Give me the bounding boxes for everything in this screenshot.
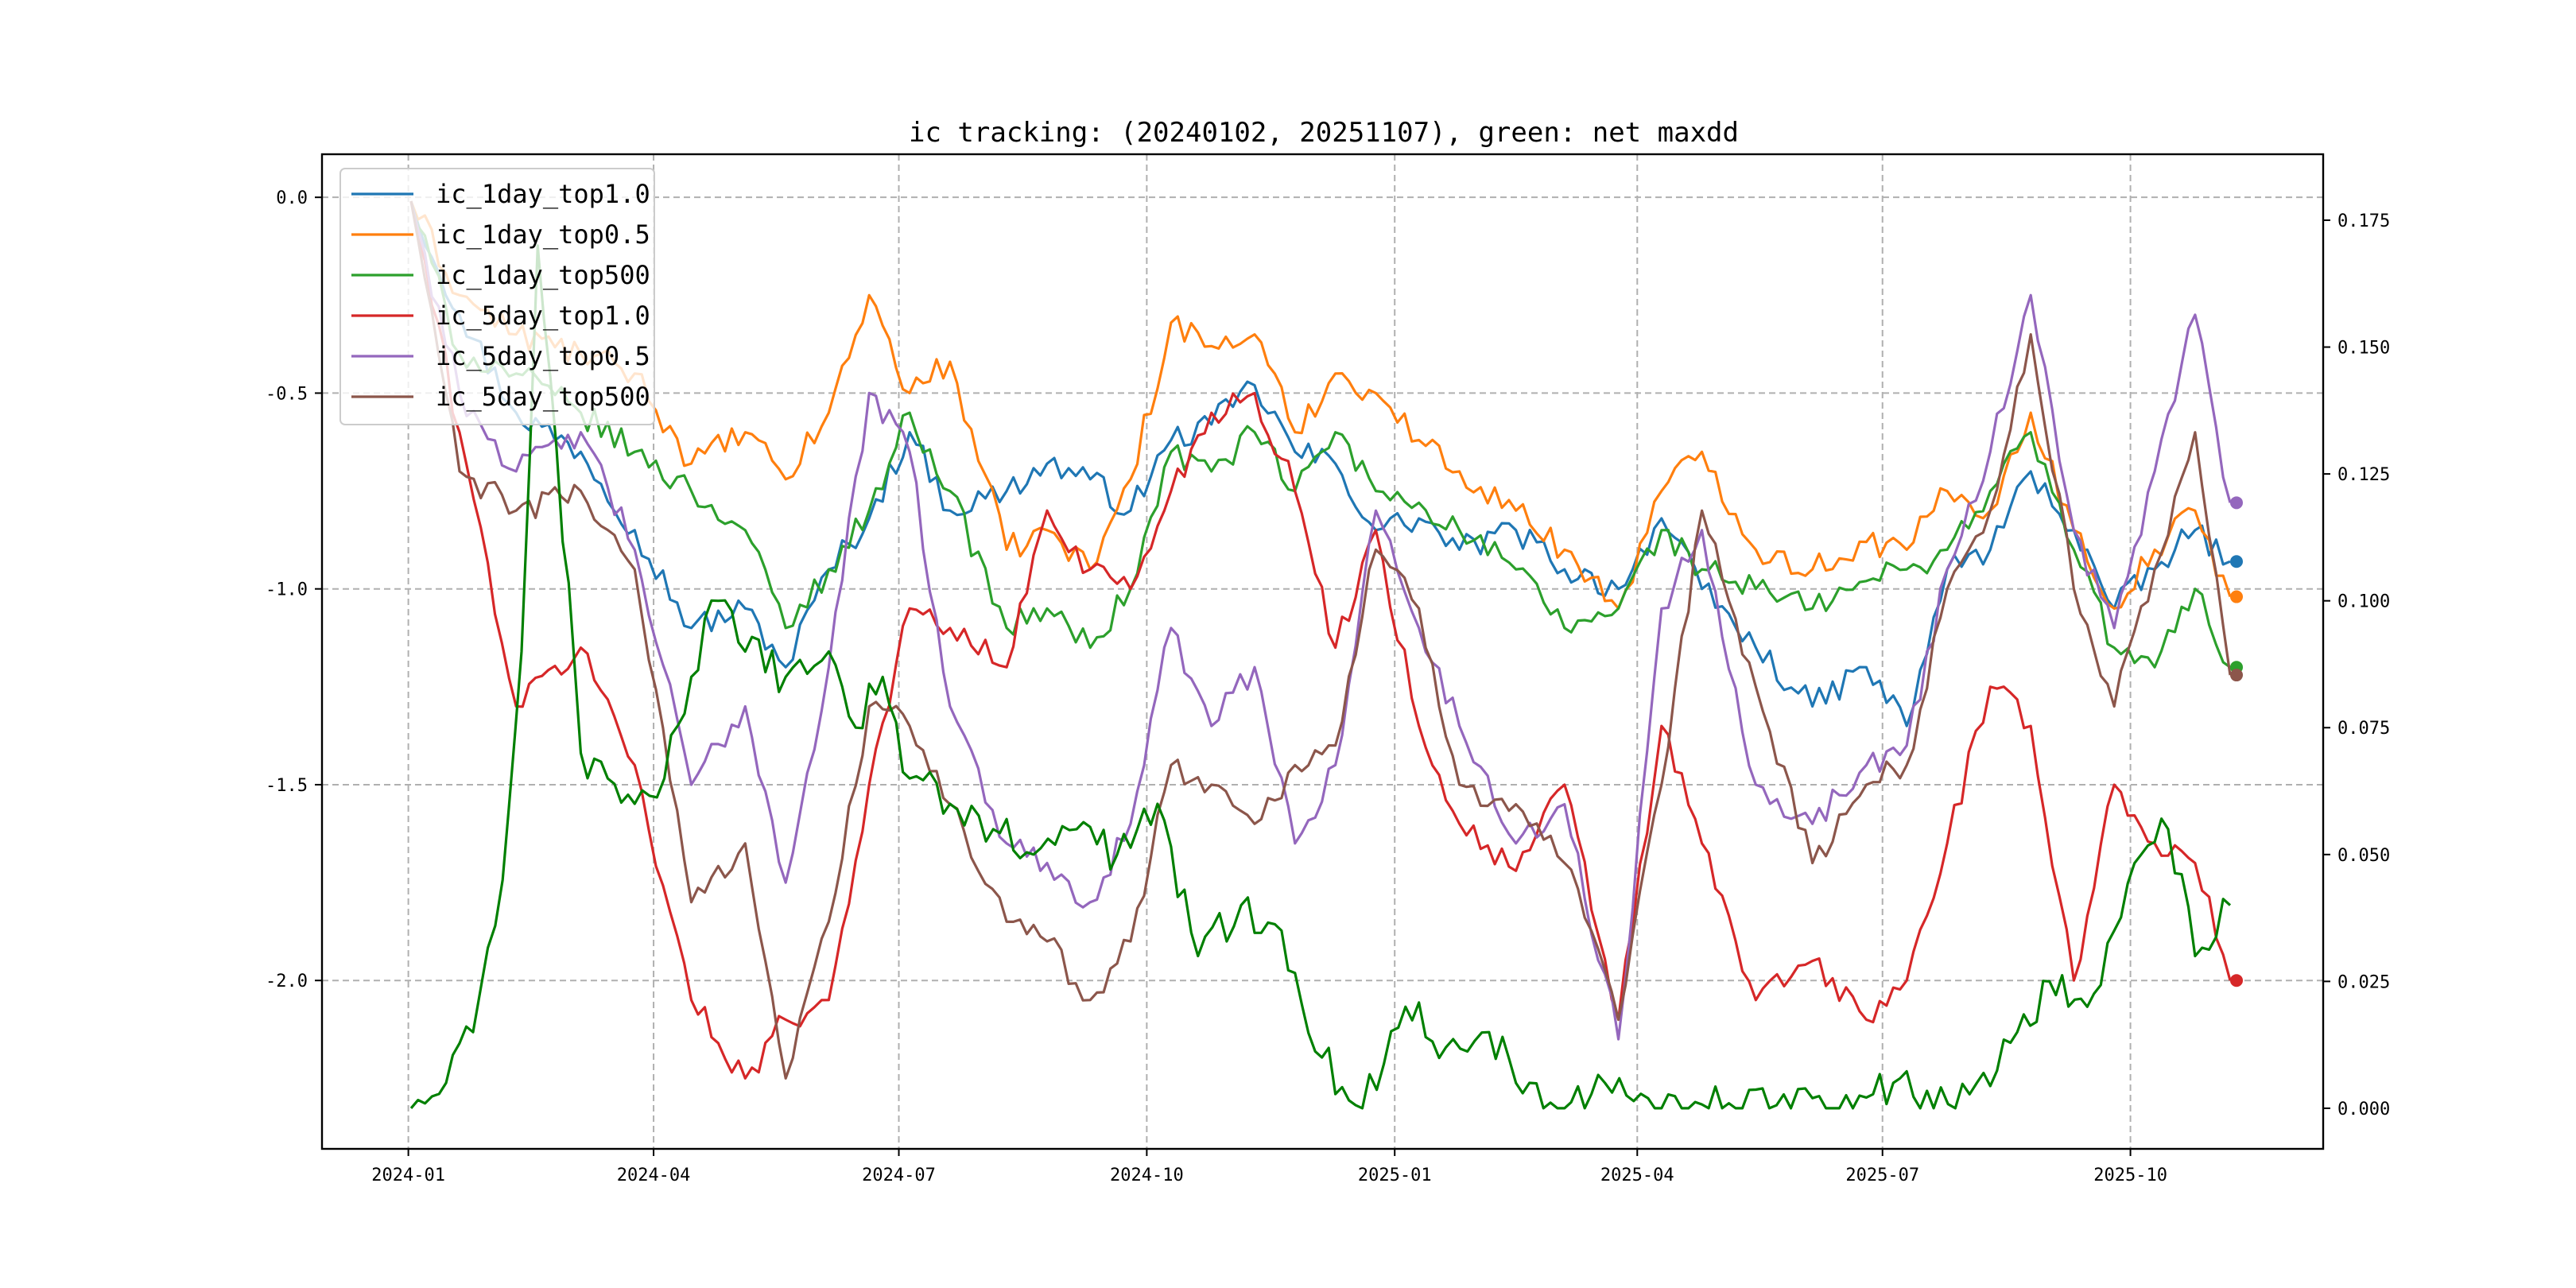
x-tick-label: 2025-07: [1845, 1166, 1919, 1185]
y-right-tick-label: 0.000: [2337, 1100, 2390, 1119]
series-endpoint-ic-5day-top0-5: [2230, 496, 2243, 510]
series-line-ic-5day-top500: [409, 200, 2232, 1080]
series-line-ic-5day-top0-5: [409, 200, 2232, 1041]
legend: ic_1day_top1.0 ic_1day_top0.5 ic_1day_top5…: [339, 168, 655, 425]
series-endpoints: [2230, 496, 2243, 987]
y-left-tick-label: -2.0: [266, 972, 308, 991]
y-right-tick-label: 0.150: [2337, 339, 2390, 359]
y-axis-right: 0.175 0.150 0.125 0.100 0.075 0.050 0.025 0.000: [2323, 211, 2390, 1119]
legend-label: ic_5day_top0.5: [436, 341, 650, 371]
x-tick-label: 2024-07: [862, 1166, 936, 1185]
legend-label: ic_5day_top500: [436, 382, 650, 412]
x-tick-label: 2025-10: [2093, 1166, 2167, 1185]
x-tick-label: 2025-01: [1358, 1166, 1432, 1185]
y-right-tick-label: 0.175: [2337, 211, 2390, 231]
legend-box: [339, 168, 655, 425]
legend-label: ic_1day_top500: [436, 260, 650, 290]
chart-title: ic tracking: (20240102, 20251107), green…: [909, 117, 1739, 149]
series-line-ic-1day-top500: [409, 200, 2231, 669]
y-left-tick-label: -0.5: [266, 384, 308, 404]
legend-label: ic_1day_top1.0: [436, 179, 650, 209]
y-right-tick-label: 0.100: [2337, 592, 2390, 612]
y-right-tick-label: 0.050: [2337, 846, 2390, 866]
x-tick-label: 2024-04: [617, 1166, 691, 1185]
x-tick-label: 2024-01: [371, 1166, 445, 1185]
series-endpoint-ic-1day-top1-0: [2230, 555, 2243, 568]
series-layer: [409, 200, 2232, 1110]
y-left-tick-label: -1.0: [266, 580, 308, 600]
series-endpoint-ic-1day-top0-5: [2230, 590, 2243, 603]
legend-label: ic_1day_top0.5: [436, 219, 650, 250]
series-endpoint-ic-5day-top1-0: [2230, 974, 2243, 987]
plot-frame: [320, 153, 2325, 1150]
series-line-ic-1day-top0-5: [409, 200, 2232, 610]
legend-label: ic_5day_top1.0: [436, 301, 650, 331]
y-right-tick-label: 0.075: [2337, 719, 2390, 739]
y-left-tick-label: -1.5: [266, 776, 308, 796]
series-line-net-maxdd: [409, 244, 2232, 1110]
x-tick-label: 2025-04: [1600, 1166, 1674, 1185]
y-axis-left: 0.0 -0.5 -1.0 -1.5 -2.0: [266, 188, 322, 991]
y-right-tick-label: 0.025: [2337, 972, 2390, 992]
series-endpoint-ic-5day-top500: [2230, 669, 2243, 682]
x-tick-label: 2024-10: [1110, 1166, 1184, 1185]
y-left-tick-label: 0.0: [276, 188, 308, 208]
series-line-ic-5day-top1-0: [409, 200, 2232, 1080]
y-right-tick-label: 0.125: [2337, 465, 2390, 485]
x-axis: 2024-01 2024-04 2024-07 2024-10 2025-01 2025-…: [371, 1149, 2167, 1185]
